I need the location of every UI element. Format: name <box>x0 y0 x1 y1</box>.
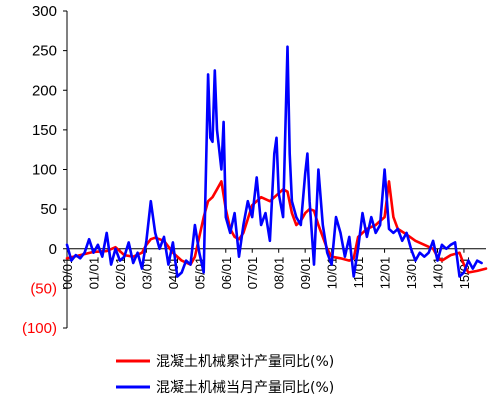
x-tick-label: 08/01 <box>272 257 287 290</box>
x-axis: 00/01 01/01 02/01 03/01 04/01 05/01 06/01 07/01… <box>60 248 486 290</box>
legend-label: 混凝土机械累计产量同比(%) <box>156 354 334 370</box>
x-tick-label: 14/01 <box>430 257 445 290</box>
x-tick-label: 09/01 <box>298 257 313 290</box>
x-tick-label: 12/01 <box>378 257 393 290</box>
x-tick-label: 10/01 <box>325 257 340 290</box>
y-tick-label: 150 <box>32 122 57 139</box>
x-tick-label: 13/01 <box>404 257 419 290</box>
y-tick-label: (50) <box>30 280 57 297</box>
y-tick-label: 250 <box>32 43 57 60</box>
y-tick-label: 0 <box>49 241 57 258</box>
x-tick-label: 07/01 <box>245 257 260 290</box>
y-axis: 300 250 200 150 100 50 0 (50) (100) <box>22 3 68 337</box>
y-tick-label: 300 <box>32 3 57 20</box>
x-tick-label: 00/01 <box>60 257 75 290</box>
x-tick-label: 06/01 <box>219 257 234 290</box>
y-tick-label: 200 <box>32 82 57 99</box>
series-line-1 <box>65 45 483 278</box>
x-tick-label: 02/01 <box>113 257 128 290</box>
y-tick-label: 50 <box>40 201 57 218</box>
x-tick-label: 01/01 <box>86 257 101 290</box>
y-tick-label: 100 <box>32 162 57 179</box>
series-layer <box>65 45 488 278</box>
legend: 混凝土机械累计产量同比(%) 混凝土机械当月产量同比(%) <box>116 354 334 396</box>
y-tick-label: (100) <box>22 320 57 337</box>
x-tick-label: 03/01 <box>139 257 154 290</box>
legend-label: 混凝土机械当月产量同比(%) <box>156 380 334 396</box>
